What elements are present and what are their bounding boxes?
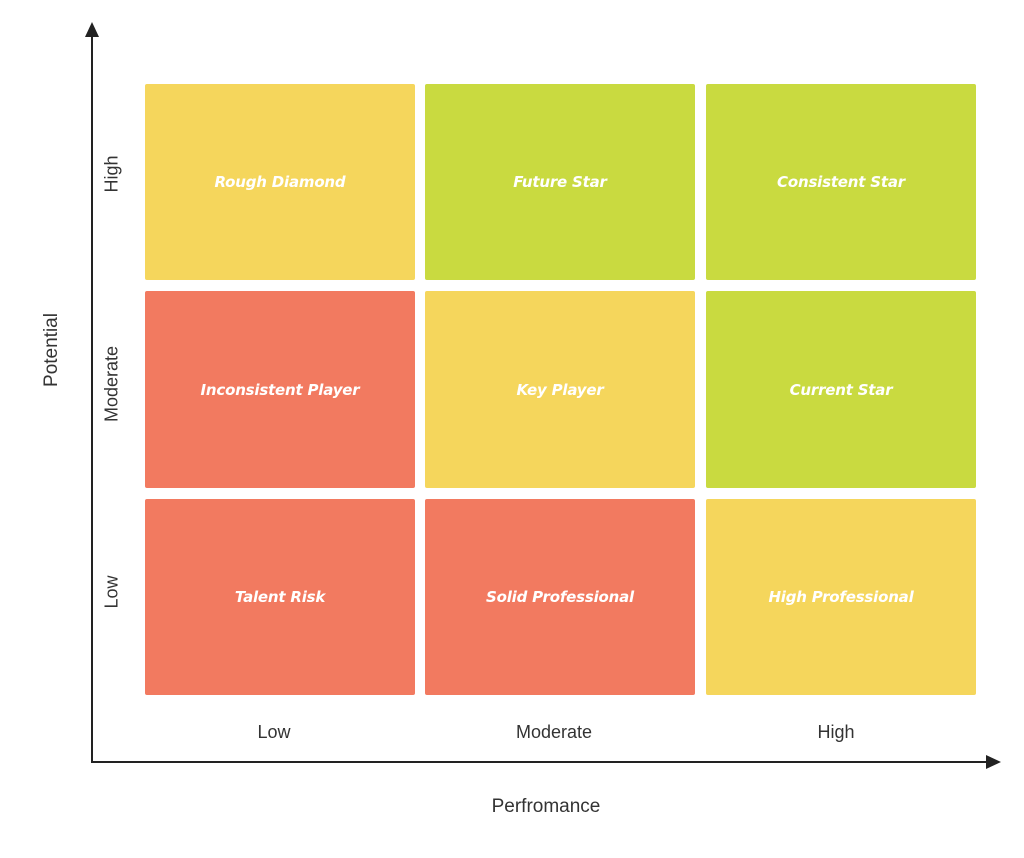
cell-label: Rough Diamond (214, 173, 346, 191)
cell-consistent-star: Consistent Star (706, 84, 976, 280)
cell-label: High Professional (768, 588, 914, 606)
cell-future-star: Future Star (425, 84, 695, 280)
cell-label: Inconsistent Player (200, 380, 360, 399)
cell-key-player: Key Player (425, 291, 695, 488)
cell-inconsistent-player: Inconsistent Player (145, 291, 415, 488)
y-tick-label: High (101, 155, 122, 193)
x-axis-arrow-icon (986, 755, 1001, 769)
cell-solid-professional: Solid Professional (425, 499, 695, 695)
cell-high-professional: High Professional (706, 499, 976, 695)
cell-talent-risk: Talent Risk (145, 499, 415, 695)
cell-rough-diamond: Rough Diamond (145, 84, 415, 280)
cell-label: Talent Risk (234, 588, 326, 606)
y-tick-label: Low (101, 575, 122, 609)
x-tick-moderate: Moderate (515, 722, 593, 742)
cell-label: Current Star (789, 380, 893, 399)
cell-label: Key Player (516, 380, 604, 399)
y-axis-title-label: Potential (41, 313, 62, 387)
cell-label: Future Star (513, 173, 607, 191)
x-tick-low: Low (257, 722, 291, 742)
cell-label: Consistent Star (777, 173, 905, 191)
cell-current-star: Current Star (706, 291, 976, 488)
x-axis-title: Perfromance (491, 796, 601, 817)
y-tick-label: Moderate (101, 345, 122, 423)
x-tick-high: High (817, 722, 855, 742)
cell-label: Solid Professional (486, 588, 634, 606)
y-axis-arrow-icon (85, 22, 99, 37)
